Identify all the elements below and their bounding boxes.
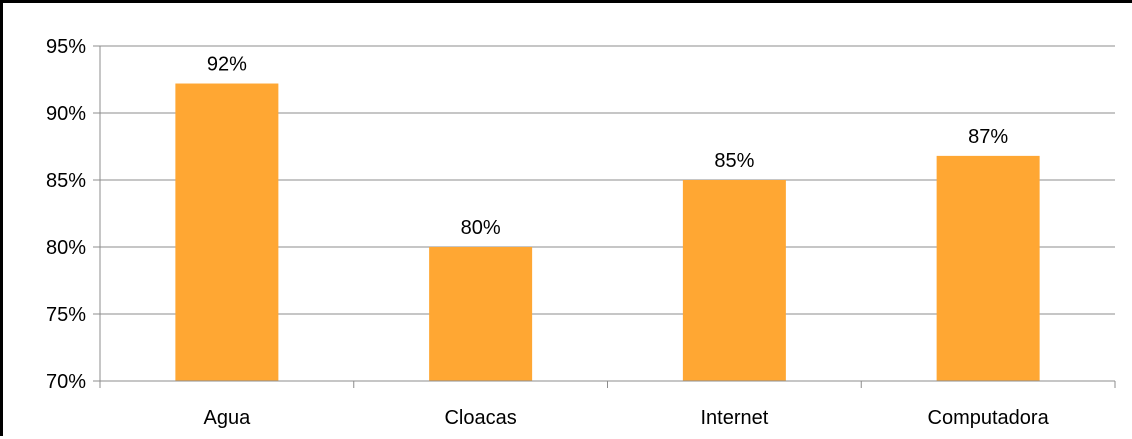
x-tick-label: Internet: [700, 407, 768, 429]
bar-internet: [682, 180, 786, 381]
y-tick-label: 80%: [46, 237, 86, 259]
y-axis-tick-labels: 70% 75% 80% 85% 90% 95%: [46, 36, 100, 393]
y-tick-label: 95%: [46, 36, 86, 58]
bars: [175, 83, 1040, 382]
bar-agua: [175, 83, 279, 382]
y-tick-label: 85%: [46, 170, 86, 192]
data-label-agua: 92%: [207, 54, 247, 76]
x-tick-label: Computadora: [928, 407, 1050, 429]
x-axis: [99, 46, 1116, 388]
x-axis-category-labels: Agua Cloacas Internet Computadora: [204, 407, 1050, 429]
y-tick-label: 90%: [46, 103, 86, 125]
data-label-internet: 85%: [714, 150, 754, 172]
x-tick-label: Cloacas: [444, 407, 516, 429]
bar-cloacas: [429, 247, 533, 381]
bar-chart: 70% 75% 80% 85% 90% 95% 92% 80% 85% 87% Agua Cloa…: [46, 36, 1116, 429]
y-tick-label: 70%: [46, 371, 86, 393]
bar-computadora: [936, 155, 1040, 381]
data-labels: 92% 80% 85% 87%: [207, 54, 1008, 239]
x-tick-label: Agua: [204, 407, 252, 429]
data-label-cloacas: 80%: [461, 217, 501, 239]
y-tick-label: 75%: [46, 304, 86, 326]
data-label-computadora: 87%: [968, 126, 1008, 148]
